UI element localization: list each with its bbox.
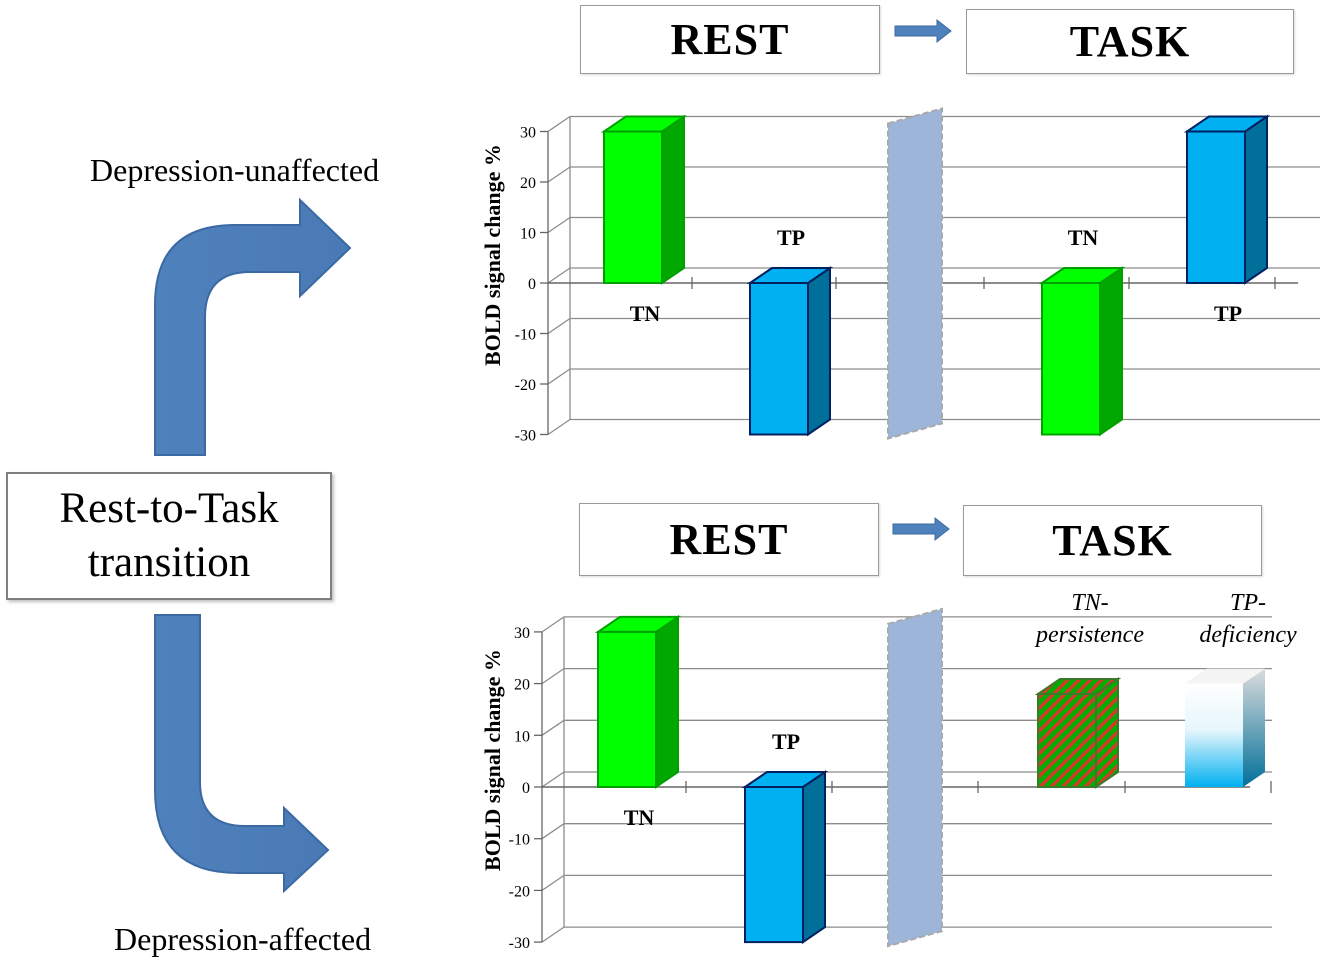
gridline-depth — [541, 616, 565, 633]
gridline-depth — [541, 874, 565, 891]
bar-task-tp: TP — [1183, 114, 1271, 326]
bar-front — [603, 130, 663, 284]
bar-label: TN — [1068, 225, 1099, 250]
y-tick-label: -10 — [515, 327, 536, 344]
y-tick-label: -30 — [515, 428, 536, 445]
bar-label: TP — [772, 729, 800, 754]
bottom-separator — [887, 607, 943, 948]
bar-label: TN — [630, 301, 661, 326]
bar-front — [1185, 683, 1243, 787]
gridline-depth — [547, 368, 571, 385]
separator-panel — [887, 607, 943, 948]
bar-task-tp-deficiency — [1185, 668, 1265, 787]
header-arrow-top-icon — [894, 18, 952, 44]
bar-side — [1099, 266, 1123, 437]
top-y-axis-title: BOLD signal change % — [480, 144, 505, 366]
top-chart: 30 20 10 0 -10 -20 -30 TN TP TN TP BOLD signal ch… — [480, 107, 1320, 445]
arrow-down-right-icon — [154, 614, 330, 894]
bar-rest-tn: TN — [594, 615, 682, 830]
bar-front — [1186, 130, 1246, 284]
bottom-task-header: TASK — [963, 505, 1262, 576]
y-tick-label: -20 — [515, 377, 536, 394]
top-separator — [887, 107, 943, 440]
y-tick-label: 30 — [520, 125, 536, 142]
header-arrow-bottom-icon — [892, 516, 950, 542]
transition-arrows — [154, 197, 352, 894]
gridline-depth — [541, 926, 565, 943]
gridline-depth — [547, 115, 571, 133]
label-depression-affected: Depression-affected — [114, 921, 372, 957]
bottom-y-axis-title: BOLD signal change % — [480, 649, 505, 871]
y-tick-label: 30 — [514, 625, 530, 642]
annotation-tp-deficiency: TP- deficiency — [1178, 587, 1318, 651]
bar-label: TN — [624, 805, 655, 830]
bar-rest-tn: TN — [600, 114, 688, 326]
bar-front — [749, 282, 809, 436]
bar-front — [597, 630, 657, 789]
annotation-tn-persistence: TN- persistence — [1020, 587, 1160, 651]
bar-front — [1037, 692, 1097, 788]
y-tick-label: 10 — [514, 728, 530, 745]
bar-label: TP — [1214, 301, 1242, 326]
bar-side — [807, 266, 831, 437]
gridline-depth — [541, 771, 565, 788]
y-tick-label: 0 — [522, 780, 530, 797]
y-tick-label: -30 — [509, 935, 530, 952]
top-bars: TN TP TN TP — [600, 114, 1271, 437]
bar-rest-tp: TP — [746, 225, 834, 437]
bar-front — [1041, 282, 1101, 436]
annotation-tp-line1: TP- — [1230, 590, 1266, 616]
bottom-chart: 30 20 10 0 -10 -20 -30 TN TP BOLD signal change… — [480, 607, 1272, 952]
gridline-depth — [541, 823, 565, 840]
bar-front — [744, 786, 804, 944]
y-tick-label: -20 — [509, 883, 530, 900]
label-depression-unaffected: Depression-unaffected — [90, 152, 380, 188]
gridline-depth — [541, 719, 565, 736]
top-rest-header: REST — [580, 5, 880, 74]
gridline-depth — [547, 418, 571, 436]
annotation-tp-line2: deficiency — [1199, 622, 1297, 648]
bar-side — [1244, 114, 1268, 285]
bottom-rest-header: REST — [579, 503, 879, 576]
annotation-tn-line2: persistence — [1036, 622, 1144, 648]
annotation-tn-line1: TN- — [1071, 590, 1109, 616]
top-task-header: TASK — [966, 9, 1294, 74]
bar-side — [1243, 668, 1265, 787]
separator-panel — [887, 107, 943, 440]
bar-task-tn-persistence — [1034, 677, 1122, 789]
gridline-depth — [547, 166, 571, 183]
bar-side — [1095, 677, 1119, 789]
bar-side — [802, 770, 826, 944]
y-tick-label: 0 — [528, 276, 536, 293]
y-tick-label: 10 — [520, 226, 536, 243]
bottom-bars: TN TP — [594, 615, 1265, 944]
y-tick-label: 20 — [514, 677, 530, 694]
gridline-depth — [541, 668, 565, 685]
y-tick-label: 20 — [520, 175, 536, 192]
rest-to-task-box: Rest-to-Task transition — [6, 472, 332, 600]
arrow-up-right-icon — [154, 197, 352, 456]
gridline-depth — [547, 267, 571, 284]
gridline-depth — [547, 317, 571, 335]
gridline-depth — [547, 216, 571, 234]
bar-label: TP — [777, 225, 805, 250]
rest-to-task-line2: transition — [87, 539, 251, 586]
bar-side — [661, 114, 685, 285]
bar-rest-tp: TP — [741, 729, 829, 944]
bar-side — [655, 615, 679, 789]
y-tick-label: -10 — [509, 832, 530, 849]
bar-top — [1185, 668, 1265, 684]
rest-to-task-line1: Rest-to-Task — [59, 485, 279, 532]
bar-task-tn: TN — [1038, 225, 1126, 437]
